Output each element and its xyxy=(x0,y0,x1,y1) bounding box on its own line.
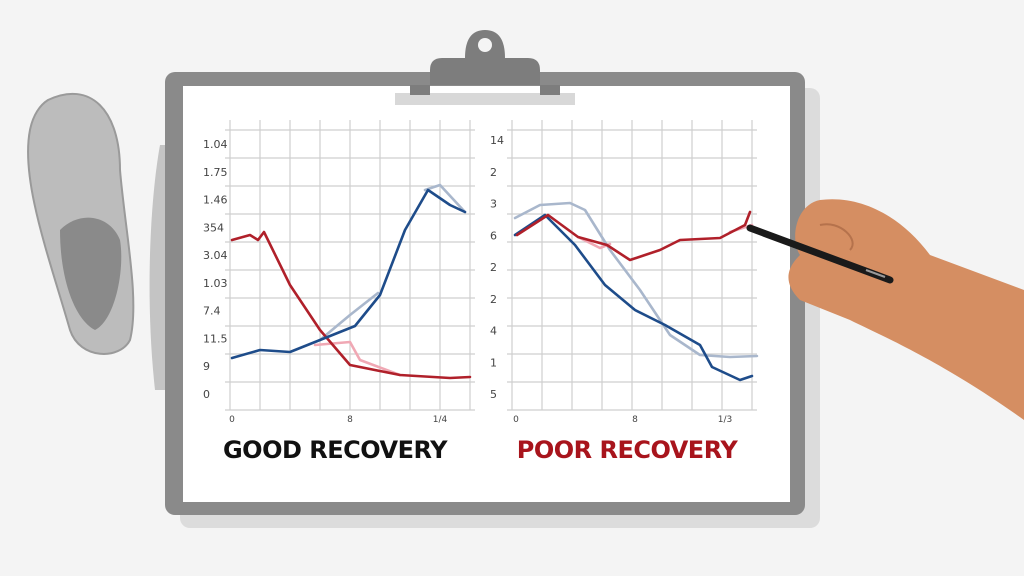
y-label: 1.04 xyxy=(203,138,228,151)
y-label: 1.46 xyxy=(203,194,228,207)
y-label: 7.4 xyxy=(203,305,221,318)
y-label: 2 xyxy=(490,261,497,274)
curve xyxy=(230,188,467,360)
x-label: 1/4 xyxy=(433,415,448,425)
x-label: 8 xyxy=(347,415,353,425)
x-label: 1/3 xyxy=(718,415,732,425)
curve xyxy=(513,213,754,382)
finger-crease xyxy=(819,223,854,251)
curve xyxy=(515,210,752,262)
pen xyxy=(746,224,894,284)
y-label: 1.03 xyxy=(203,277,228,290)
clip-hole xyxy=(478,38,492,52)
panel-title: POOR RECOVERY xyxy=(517,436,739,464)
y-label: 11.5 xyxy=(203,332,228,345)
y-label: 1 xyxy=(490,356,497,369)
y-label: 14 xyxy=(490,134,504,147)
y-label: 0 xyxy=(203,388,210,401)
y-label: 9 xyxy=(203,360,210,373)
y-label: 5 xyxy=(490,388,497,401)
clip-shadow xyxy=(395,93,575,105)
x-label: 0 xyxy=(229,415,235,425)
shoe-side xyxy=(149,145,170,390)
curve xyxy=(513,201,759,359)
y-label: 2 xyxy=(490,293,497,306)
x-label: 0 xyxy=(513,415,519,425)
curve xyxy=(230,230,472,380)
shoe-tread xyxy=(60,217,122,330)
y-label: 354 xyxy=(203,221,224,234)
hand xyxy=(788,199,1024,420)
grid xyxy=(225,120,475,411)
y-label: 3.04 xyxy=(203,249,228,262)
y-label: 2 xyxy=(490,166,497,179)
panel-title: GOOD RECOVERY xyxy=(223,436,448,464)
paper xyxy=(183,86,790,502)
curve xyxy=(318,183,467,342)
grid xyxy=(507,120,757,411)
clip xyxy=(410,58,560,95)
pen-clip xyxy=(865,269,886,278)
y-label: 1.75 xyxy=(203,166,228,179)
y-label: 4 xyxy=(490,325,497,338)
y-label: 3 xyxy=(490,198,497,211)
x-label: 8 xyxy=(632,415,638,425)
y-label: 6 xyxy=(490,229,497,242)
